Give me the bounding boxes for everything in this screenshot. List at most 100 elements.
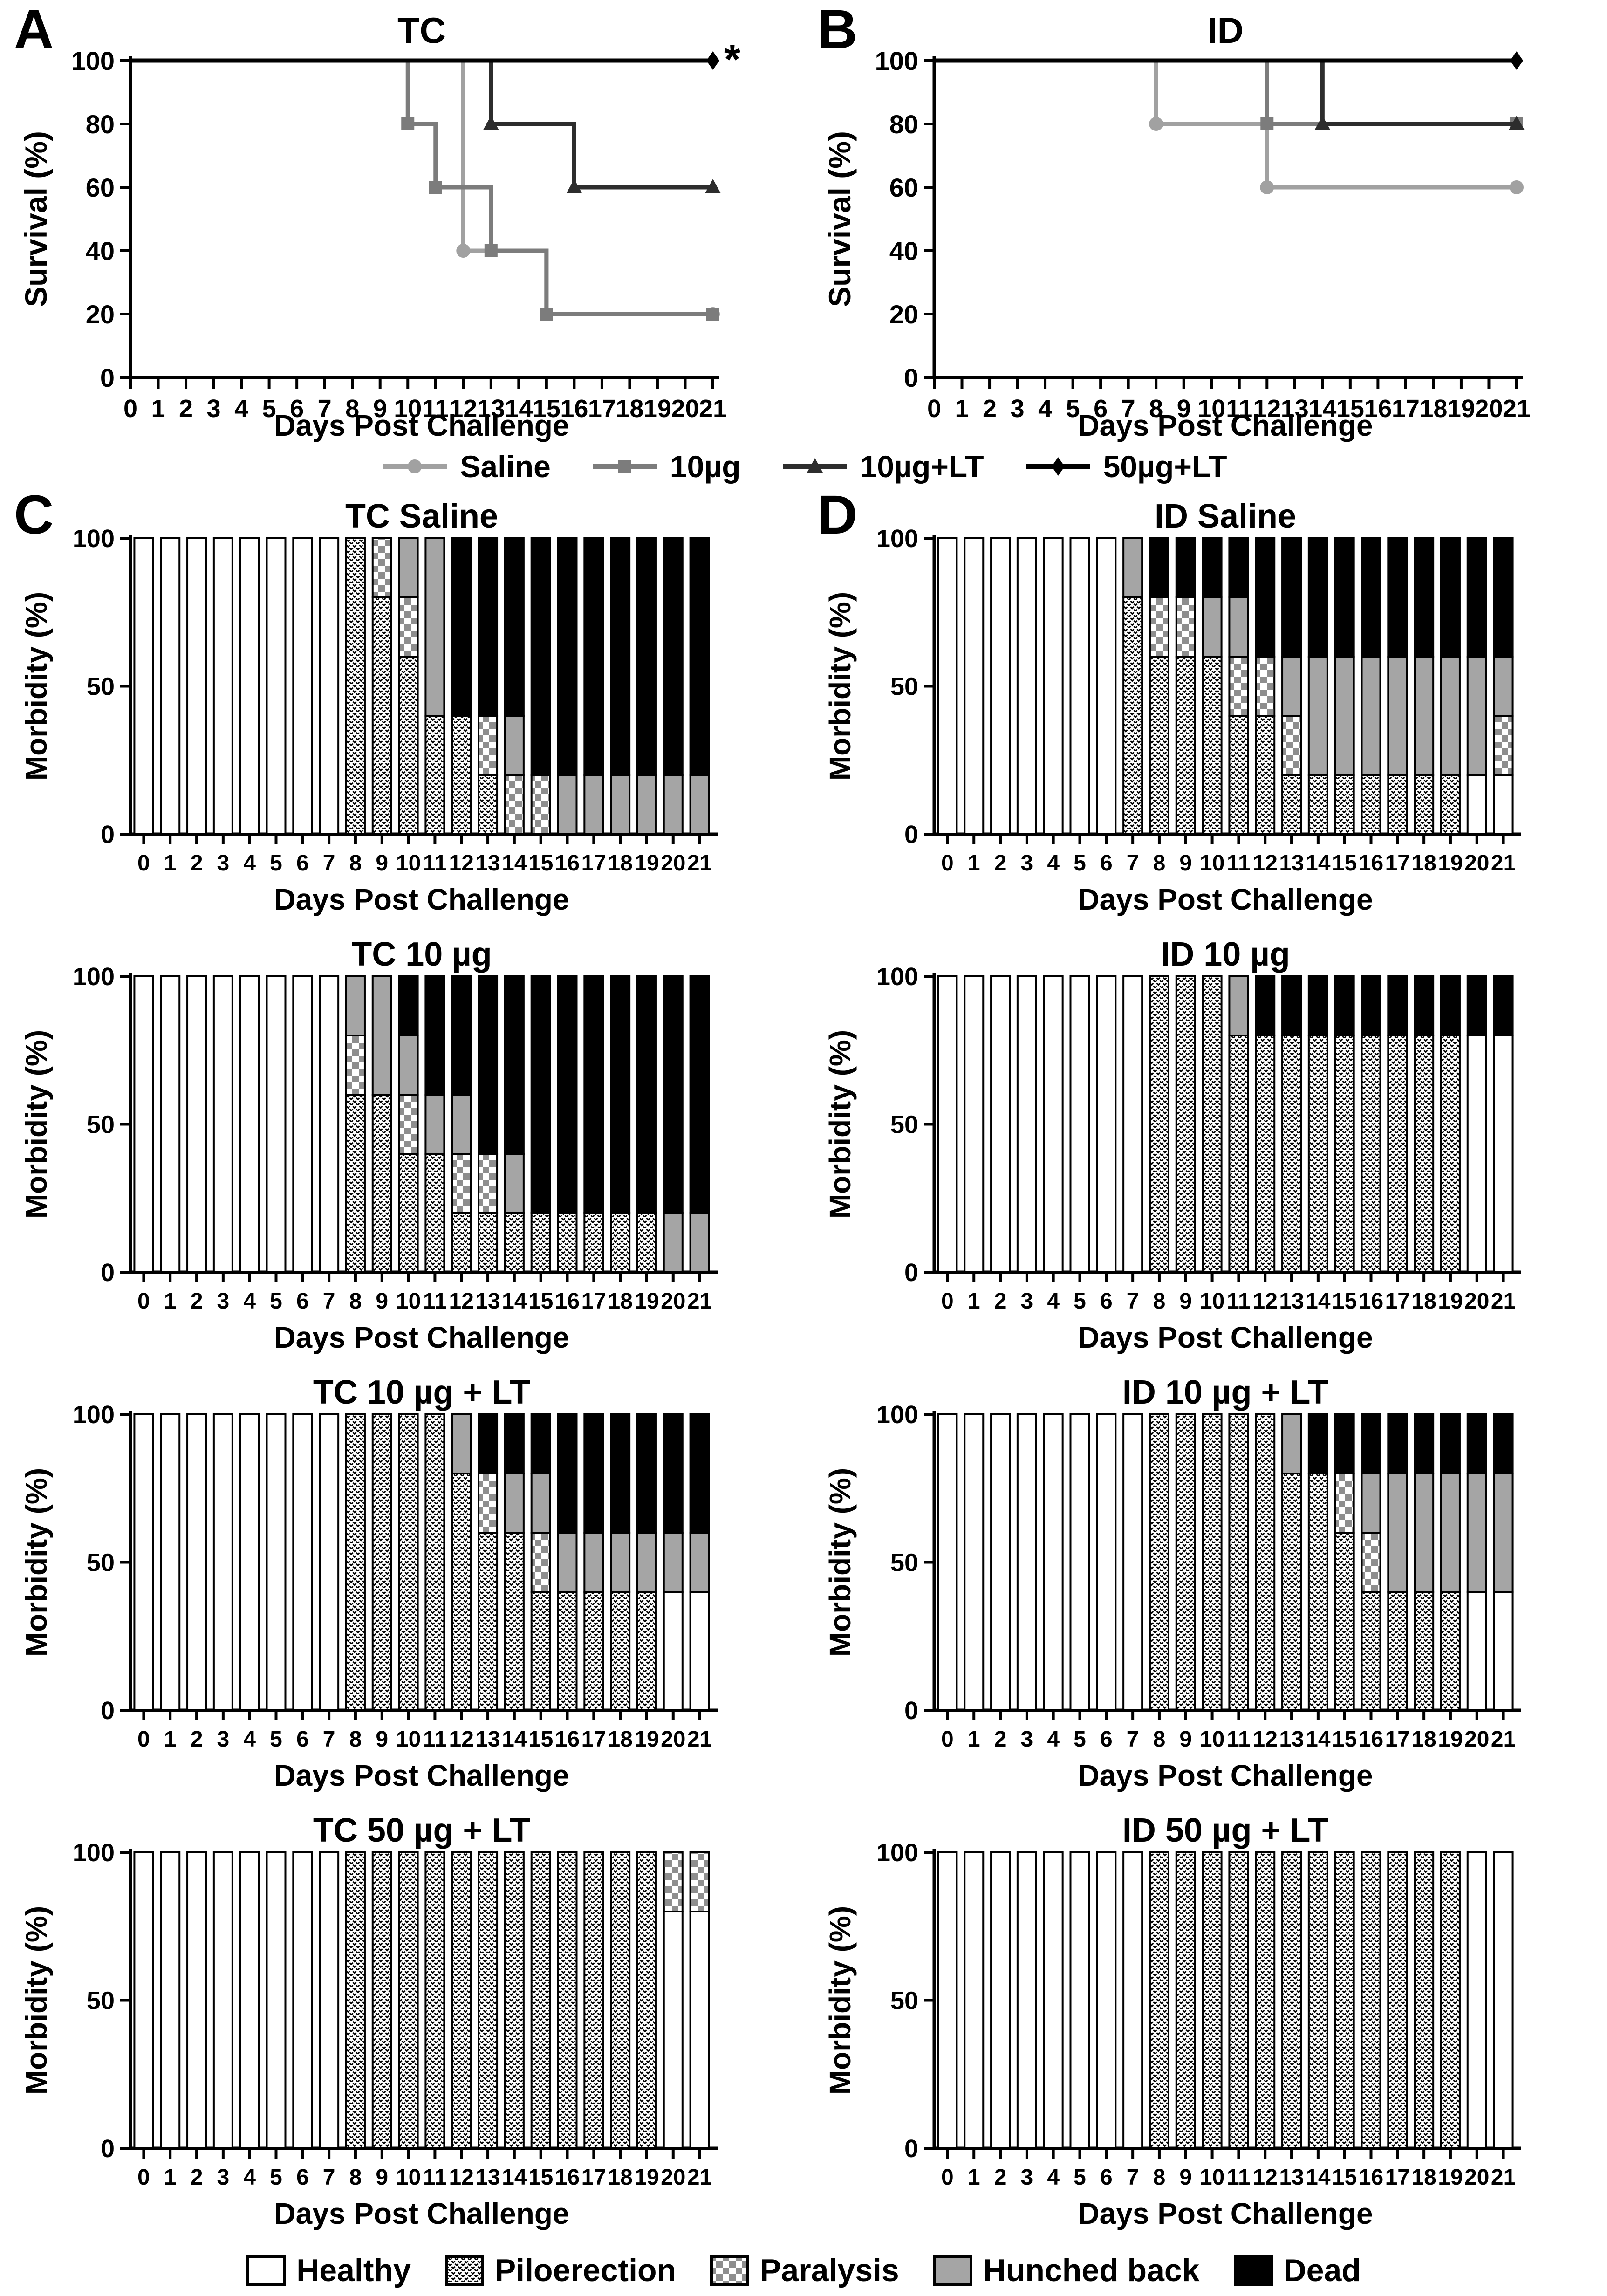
x-tick-label: 4 [1047, 1727, 1060, 1752]
bar-day-5-healthy [1069, 1851, 1090, 2149]
bar-day-14-paralysis [504, 774, 525, 835]
bar-day-15-dead [530, 537, 551, 776]
x-tick-label: 3 [217, 851, 230, 876]
bar-day-16-piloerection [1361, 1035, 1381, 1273]
bar-day-16-hunched-back [557, 1532, 578, 1593]
chart-title: TC 10 µg [351, 936, 492, 973]
y-axis-label: Morbidity (%) [823, 1030, 857, 1219]
x-tick-label: 2 [994, 2165, 1007, 2190]
x-tick-label: 21 [687, 2165, 712, 2190]
x-tick-label: 12 [449, 1727, 474, 1752]
x-tick-label: 6 [1100, 1727, 1113, 1752]
x-tick-label: 14 [502, 2165, 527, 2190]
bar-day-13-paralysis [1281, 715, 1302, 776]
x-tick-label: 13 [475, 1727, 500, 1752]
x-tick-label: 10 [396, 1727, 421, 1752]
bar-day-15-paralysis [1334, 1473, 1355, 1534]
bar-day-12-piloerection [1255, 1035, 1276, 1273]
bar-day-8-paralysis [345, 1035, 366, 1096]
bar-day-14-piloerection [1307, 1851, 1328, 2149]
x-tick-label: 9 [1177, 395, 1191, 423]
bar-day-14-hunched-back [1307, 656, 1328, 776]
bar-day-17-dead [583, 1413, 604, 1534]
x-tick-label: 18 [1411, 2165, 1436, 2190]
x-tick-label: 14 [1306, 851, 1331, 876]
x-tick-label: 16 [560, 395, 588, 423]
legend-item-piloerection: Piloerection [444, 2252, 676, 2289]
x-tick-label: 17 [581, 1289, 606, 1314]
x-axis-label: Days Post Challenge [274, 409, 569, 442]
bar-day-20-dead [1466, 537, 1487, 658]
series-marker-10µg+LT [1314, 116, 1331, 130]
y-tick-label: 100 [73, 963, 115, 991]
x-tick-label: 3 [1021, 2165, 1033, 2190]
series-marker-10µg [540, 308, 553, 321]
x-tick-label: 21 [1491, 1289, 1516, 1314]
x-tick-label: 1 [968, 1727, 980, 1752]
bar-day-11-piloerection [1228, 715, 1249, 835]
y-axis-label: Morbidity (%) [823, 592, 857, 781]
y-tick-label: 100 [875, 46, 918, 75]
x-tick-label: 2 [994, 1289, 1007, 1314]
bar-day-10-hunched-back [1202, 596, 1223, 658]
bar-day-19-hunched-back [636, 774, 657, 835]
bar-day-14-hunched-back [504, 715, 525, 776]
y-axis-label: Morbidity (%) [20, 1906, 53, 2095]
bar-day-19-piloerection [1440, 1851, 1461, 2149]
x-tick-label: 20 [1464, 851, 1489, 876]
x-tick-label: 2 [994, 851, 1007, 876]
bar-day-13-hunched-back [1281, 656, 1302, 717]
bar-day-16-dead [1361, 975, 1381, 1036]
legend-swatch [933, 2255, 972, 2286]
bar-day-5-healthy [1069, 537, 1090, 835]
bar-day-9-hunched-back [371, 975, 392, 1096]
x-tick-label: 0 [941, 1289, 954, 1314]
series-marker-10µg [429, 181, 442, 194]
bar-day-2-healthy [186, 1413, 207, 1711]
bar-day-18-dead [1414, 1413, 1435, 1474]
x-tick-label: 3 [1021, 851, 1033, 876]
bar-day-21-dead [1493, 975, 1514, 1036]
x-tick-label: 4 [243, 1727, 256, 1752]
bar-day-7-healthy [1122, 975, 1143, 1273]
x-tick-label: 8 [349, 851, 362, 876]
x-tick-label: 7 [1121, 395, 1135, 423]
x-tick-label: 19 [1438, 851, 1463, 876]
bar-day-4-healthy [239, 537, 260, 835]
bar-day-17-piloerection [1387, 1851, 1408, 2149]
x-tick-label: 18 [1411, 1727, 1436, 1752]
bar-day-13-piloerection [1281, 1851, 1302, 2149]
bar-day-10-paralysis [398, 596, 419, 658]
chart-title: ID 50 µg + LT [1122, 1812, 1328, 1849]
bar-day-4-healthy [1043, 537, 1064, 835]
y-axis-label: Morbidity (%) [823, 1468, 857, 1657]
y-axis-label: Morbidity (%) [20, 592, 53, 781]
x-tick-label: 21 [699, 395, 727, 423]
bar-day-5-healthy [266, 1413, 287, 1711]
bar-day-15-piloerection [530, 1212, 551, 1273]
x-tick-label: 16 [1359, 2165, 1383, 2190]
bar-day-15-paralysis [530, 774, 551, 835]
bar-day-3-healthy [212, 1851, 233, 2149]
bar-day-17-piloerection [1387, 774, 1408, 835]
bar-day-1-healthy [964, 537, 985, 835]
x-tick-label: 15 [528, 1289, 553, 1314]
x-tick-label: 7 [318, 395, 332, 423]
bar-day-13-dead [478, 537, 499, 717]
x-tick-label: 18 [608, 851, 632, 876]
bar-day-13-paralysis [478, 1153, 499, 1214]
y-tick-label: 50 [890, 1987, 918, 2015]
diamond-marker-icon [1023, 452, 1093, 480]
y-tick-label: 100 [876, 525, 918, 553]
x-tick-label: 1 [955, 395, 969, 423]
x-tick-label: 17 [1385, 851, 1410, 876]
bar-day-16-paralysis [1361, 1532, 1381, 1593]
bar-day-19-piloerection [1440, 1035, 1461, 1273]
legend-item-paralysis: Paralysis [710, 2252, 899, 2289]
bar-day-11-piloerection [424, 1851, 445, 2149]
x-tick-label: 12 [1253, 2165, 1278, 2190]
bar-day-18-dead [610, 537, 631, 776]
x-tick-label: 18 [615, 395, 643, 423]
x-tick-label: 3 [217, 1289, 230, 1314]
